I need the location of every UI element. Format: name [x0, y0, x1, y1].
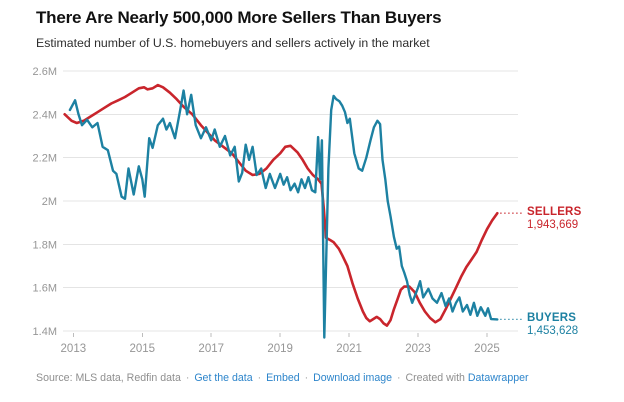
footer: Source: MLS data, Redfin data · Get the …	[36, 372, 611, 384]
footer-separator: ·	[185, 372, 190, 384]
footer-separator: ·	[304, 372, 309, 384]
y-axis-label: 1.6M	[33, 283, 57, 295]
download-image-link[interactable]: Download image	[313, 372, 392, 384]
x-axis-label: 2017	[198, 343, 224, 355]
get-the-data-link[interactable]: Get the data	[194, 372, 253, 384]
buyers-series-label: BUYERS	[527, 312, 577, 325]
y-axis-label: 1.4M	[33, 326, 57, 338]
datawrapper-link[interactable]: Datawrapper	[467, 372, 529, 384]
footer-separator: ·	[396, 372, 401, 384]
chart-subtitle: Estimated number of U.S. homebuyers and …	[36, 36, 430, 50]
x-axis-label: 2023	[405, 343, 431, 355]
x-axis-label: 2019	[267, 343, 293, 355]
buyers-end-annotation: BUYERS 1,453,628	[527, 312, 578, 337]
sellers-end-annotation: SELLERS 1,943,669	[527, 206, 581, 231]
footer-source-text: Source: MLS data, Redfin data	[36, 372, 181, 384]
sellers-series-value: 1,943,669	[527, 218, 579, 231]
sellers-series-label: SELLERS	[527, 206, 582, 219]
buyers-line	[68, 89, 499, 339]
embed-link[interactable]: Embed	[266, 372, 300, 384]
chart-title: There Are Nearly 500,000 More Sellers Th…	[36, 8, 442, 27]
y-axis-label: 1.8M	[33, 239, 57, 251]
x-axis-label: 2015	[129, 343, 155, 355]
y-axis-label: 2.4M	[33, 109, 57, 121]
footer-separator: ·	[257, 372, 262, 384]
x-axis-label: 2013	[61, 343, 87, 355]
x-axis-label: 2025	[474, 343, 500, 355]
y-axis-label: 2M	[42, 196, 57, 208]
created-with-text: Created with	[405, 372, 465, 384]
y-axis-label: 2.2M	[33, 153, 57, 165]
sellers-line	[63, 83, 499, 327]
x-axis-label: 2021	[336, 343, 362, 355]
y-axis-label: 2.6M	[33, 66, 57, 78]
buyers-series-value: 1,453,628	[527, 324, 579, 337]
